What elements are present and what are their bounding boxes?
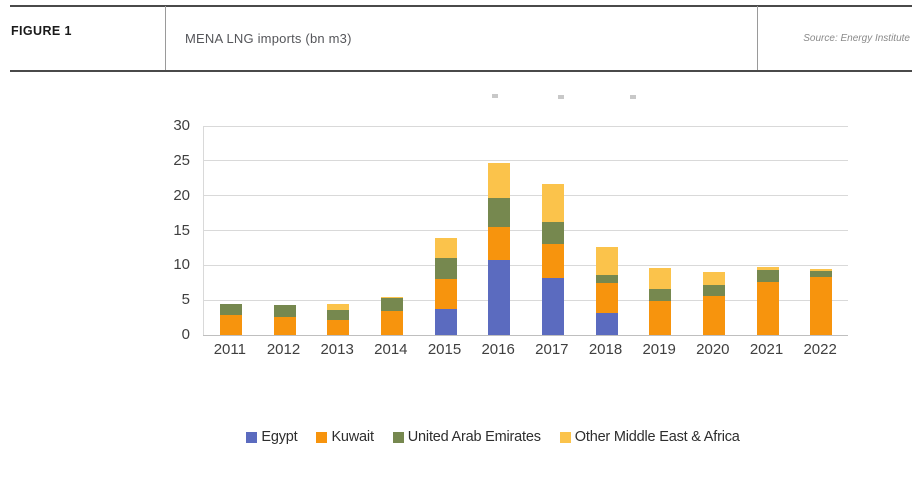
legend-label: Kuwait	[331, 429, 374, 445]
x-axis-label-2020: 2020	[696, 341, 730, 358]
bar-segment-united-arab-emirates-2016	[488, 198, 511, 228]
bar-segment-kuwait-2017	[541, 243, 564, 278]
header-divider-right	[757, 6, 758, 70]
header-divider-left	[165, 6, 166, 70]
x-axis-label-2018: 2018	[588, 341, 623, 358]
y-tick-label-25: 25	[173, 151, 190, 169]
bar-segment-other-middle-east-africa-2013	[327, 303, 350, 310]
legend-swatch-icon	[559, 431, 571, 443]
y-tick-label-10: 10	[173, 256, 190, 274]
gridline-25	[204, 160, 848, 162]
bar-segment-kuwait-2019	[649, 300, 672, 335]
legend-label: Egypt	[261, 429, 298, 445]
bar-segment-united-arab-emirates-2020	[702, 284, 725, 296]
gridline-30	[204, 125, 848, 127]
bar-segment-other-middle-east-africa-2018	[595, 246, 618, 276]
legend-swatch-icon	[392, 431, 404, 443]
gridline-5	[204, 299, 848, 301]
bar-segment-united-arab-emirates-2015	[434, 257, 457, 279]
header-top-rule	[10, 5, 912, 7]
bar-segment-united-arab-emirates-2019	[649, 289, 672, 301]
y-tick-label-5: 5	[181, 291, 190, 309]
bar-segment-other-middle-east-africa-2019	[649, 268, 672, 290]
y-tick-label-20: 20	[173, 186, 190, 204]
cropped-title-remnant	[630, 95, 636, 99]
gridline-20	[204, 195, 848, 197]
header-bottom-rule	[10, 70, 912, 72]
bar-segment-kuwait-2013	[327, 320, 350, 335]
bar-segment-kuwait-2011	[219, 314, 242, 335]
x-axis-label-2017: 2017	[535, 341, 569, 358]
y-tick-label-0: 0	[181, 326, 190, 343]
bar-segment-united-arab-emirates-2013	[327, 309, 350, 321]
legend-swatch-icon	[246, 431, 258, 443]
chart-plot-area	[203, 125, 848, 335]
x-axis-label-2022: 2022	[803, 341, 837, 358]
figure-label: FIGURE 1	[11, 24, 72, 38]
cropped-title-remnant	[492, 94, 498, 98]
cropped-title-remnant	[558, 95, 564, 99]
bar-segment-united-arab-emirates-2022	[810, 270, 833, 278]
legend-item-other-middle-east-africa: Other Middle East & Africa	[559, 429, 740, 445]
x-axis-line	[203, 335, 848, 336]
legend-swatch-icon	[316, 431, 328, 443]
bar-segment-other-middle-east-africa-2021	[756, 267, 779, 270]
x-axis-label-2016: 2016	[481, 341, 515, 358]
legend-item-egypt: Egypt	[246, 429, 298, 445]
bar-segment-united-arab-emirates-2017	[541, 222, 564, 244]
x-axis-label-2021: 2021	[749, 341, 784, 358]
figure-source: Source: Energy Institute	[803, 33, 910, 44]
bar-segment-kuwait-2022	[810, 277, 833, 335]
gridline-15	[204, 230, 848, 231]
x-axis-label-2014: 2014	[374, 341, 408, 358]
bar-segment-kuwait-2014	[380, 310, 403, 335]
x-axis-label-2013: 2013	[320, 341, 354, 358]
legend-item-kuwait: Kuwait	[316, 429, 374, 445]
bar-segment-kuwait-2020	[702, 296, 725, 335]
bar-segment-other-middle-east-africa-2016	[488, 162, 511, 199]
bar-segment-united-arab-emirates-2018	[595, 275, 618, 283]
gridline-10	[204, 264, 848, 266]
bar-segment-kuwait-2018	[595, 282, 618, 313]
bar-segment-egypt-2017	[541, 277, 564, 335]
bar-segment-egypt-2016	[488, 260, 511, 335]
bar-segment-other-middle-east-africa-2015	[434, 238, 457, 258]
bar-segment-united-arab-emirates-2021	[756, 269, 779, 283]
y-tick-label-15: 15	[173, 221, 190, 239]
bar-segment-other-middle-east-africa-2022	[810, 268, 833, 271]
bar-segment-united-arab-emirates-2014	[380, 298, 403, 311]
bar-segment-united-arab-emirates-2012	[273, 305, 296, 317]
bar-segment-egypt-2015	[434, 309, 457, 335]
bar-segment-kuwait-2012	[273, 316, 296, 335]
bar-segment-other-middle-east-africa-2017	[541, 183, 564, 223]
x-axis-label-2019: 2019	[642, 341, 676, 358]
x-axis-label-2011: 2011	[213, 341, 246, 358]
legend-label: United Arab Emirates	[407, 429, 541, 445]
bar-segment-kuwait-2016	[488, 227, 511, 261]
bar-segment-other-middle-east-africa-2014	[380, 296, 403, 299]
x-axis-label-2015: 2015	[427, 341, 462, 358]
bar-segment-egypt-2018	[595, 312, 618, 335]
bar-segment-kuwait-2021	[756, 282, 779, 335]
y-tick-label-30: 30	[173, 117, 190, 134]
bar-segment-kuwait-2015	[434, 278, 457, 310]
figure-title: MENA LNG imports (bn m3)	[185, 31, 352, 46]
bar-segment-other-middle-east-africa-2020	[702, 271, 725, 285]
chart-legend: Egypt Kuwait United Arab Emirates Other Mid…	[150, 429, 836, 445]
legend-label: Other Middle East & Africa	[574, 429, 740, 445]
legend-item-united-arab-emirates: United Arab Emirates	[392, 429, 541, 445]
x-axis-label-2012: 2012	[266, 341, 301, 358]
bar-segment-united-arab-emirates-2011	[219, 303, 242, 315]
